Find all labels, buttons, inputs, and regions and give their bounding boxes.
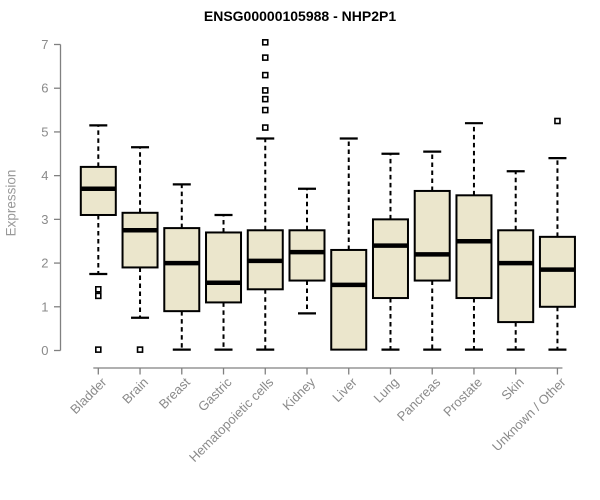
x-category-label-liver: Liver [329,374,360,405]
boxplot-unknown-other [538,117,576,351]
x-category-label-breast: Breast [156,374,193,411]
boxplot-hematopoietic-cells [246,39,284,351]
iqr-box [205,231,243,304]
iqr-box [455,194,493,300]
outlier-point [261,71,269,79]
outlier-point [95,292,102,300]
y-axis-title-text: Expression [3,169,19,237]
outlier-point [261,54,269,61]
y-tick-label: 5 [41,124,48,139]
y-tick-label: 0 [41,343,48,358]
iqr-box [497,229,535,324]
outlier-point [261,124,269,131]
outlier-point [261,95,269,103]
outlier-point [261,87,269,94]
x-category-label-kidney: Kidney [279,374,318,413]
x-category-label-brain: Brain [119,375,151,407]
x-category-label-gastric: Gastric [195,374,235,414]
iqr-box [288,229,326,282]
x-category-label-bladder: Bladder [67,374,110,417]
boxplot-gastric [205,213,243,351]
outlier-point [261,106,269,114]
x-category-label-skin: Skin [498,375,526,403]
outlier-point [95,346,102,353]
boxplot-bladder [79,124,117,353]
boxplot-liver [330,137,368,351]
x-category-label-unknown-other: Unknown / Other [489,374,569,454]
boxplot-skin [497,170,535,351]
iqr-box [371,218,409,300]
outlier-point [136,346,144,353]
boxplot-breast [163,183,201,351]
y-tick-label: 7 [41,37,48,52]
iqr-box [330,248,368,351]
outlier-point [95,286,102,293]
boxplot-brain [121,146,159,353]
boxplot-prostate [455,122,493,351]
y-tick-label: 3 [41,212,48,227]
y-tick-label: 6 [41,81,48,96]
boxplot-kidney [288,187,326,315]
iqr-box [121,211,159,269]
x-category-label-pancreas: Pancreas [394,374,444,424]
y-axis: 0 1 2 3 4 5 6 7 [41,37,62,358]
y-tick-label: 2 [41,256,48,271]
chart-title: ENSG00000105988 - NHP2P1 [203,8,397,24]
y-tick-label: 1 [41,299,48,314]
outlier-point [554,117,561,125]
y-tick-label: 4 [41,168,48,183]
boxplot-lung [371,152,409,351]
iqr-box [413,189,451,282]
x-category-label-lung: Lung [371,375,402,406]
x-category-label-prostate: Prostate [440,375,485,420]
boxplot-pancreas [413,150,451,351]
outlier-point [261,39,269,46]
iqr-box [163,227,201,313]
